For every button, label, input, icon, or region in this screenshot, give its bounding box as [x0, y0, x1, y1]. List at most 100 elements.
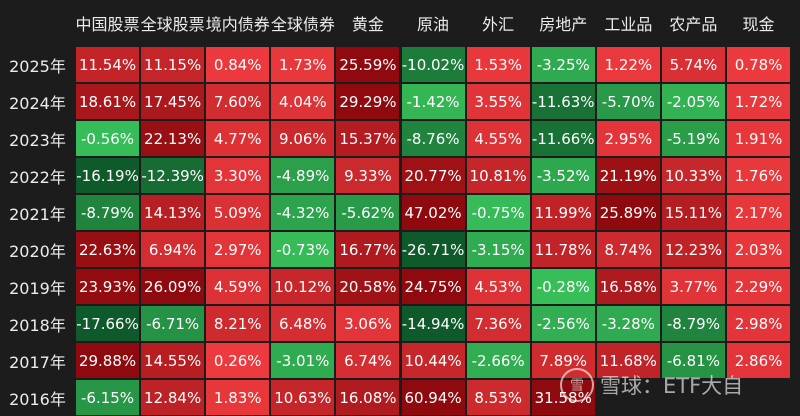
data-cell: -5.62%: [336, 195, 400, 230]
data-cell: 8.53%: [466, 380, 530, 415]
column-header: 房地产: [539, 15, 588, 34]
data-cell: -3.01%: [271, 343, 335, 378]
watermark-text: 雪球：ETF大自: [600, 374, 744, 398]
data-cell: 3.30%: [206, 158, 270, 193]
data-cell: 0.26%: [206, 343, 270, 378]
data-cell: -5.19%: [661, 121, 725, 156]
snowball-logo-icon: 雪: [560, 368, 594, 402]
data-cell: 3.77%: [661, 269, 725, 304]
data-cell: -6.15%: [76, 380, 140, 415]
row-label: 2016年: [9, 389, 66, 409]
data-cell: 2.95%: [596, 121, 660, 156]
data-cell: 1.22%: [596, 47, 660, 82]
data-cell: 2.86%: [727, 343, 791, 378]
data-cell: 25.89%: [596, 195, 660, 230]
data-cell: 2.97%: [206, 232, 270, 267]
row-label: 2025年: [9, 56, 66, 76]
data-cell: 6.48%: [271, 306, 335, 341]
data-cell: 6.74%: [336, 343, 400, 378]
row-label: 2023年: [9, 130, 66, 150]
data-cell: 11.68%: [596, 343, 660, 378]
data-cell: 16.08%: [336, 380, 400, 415]
data-cell: 12.84%: [141, 380, 205, 415]
data-cell: -0.28%: [531, 269, 595, 304]
data-cell: 1.83%: [206, 380, 270, 415]
data-cell: 16.77%: [336, 232, 400, 267]
row-label: 2021年: [9, 204, 66, 224]
data-cell: 22.63%: [76, 232, 140, 267]
data-cell: 7.60%: [206, 84, 270, 119]
data-cell: 10.12%: [271, 269, 335, 304]
watermark: 雪 雪球：ETF大自: [560, 368, 743, 402]
data-cell: -3.25%: [531, 47, 595, 82]
data-cell: -1.42%: [401, 84, 465, 119]
data-cell: 2.98%: [727, 306, 791, 341]
data-cell: 4.59%: [206, 269, 270, 304]
data-cell: 17.45%: [141, 84, 205, 119]
column-header: 全球债券: [270, 15, 335, 34]
data-cell: 1.73%: [271, 47, 335, 82]
data-cell: -5.70%: [596, 84, 660, 119]
data-cell: 22.13%: [141, 121, 205, 156]
data-cell: 12.23%: [661, 232, 725, 267]
data-cell: 25.59%: [336, 47, 400, 82]
data-cell: 4.53%: [466, 269, 530, 304]
data-cell: 20.77%: [401, 158, 465, 193]
column-header: 外汇: [482, 15, 515, 34]
data-cell: -4.89%: [271, 158, 335, 193]
data-cell: 26.09%: [141, 269, 205, 304]
data-cell: -12.39%: [141, 158, 205, 193]
data-cell: 7.36%: [466, 306, 530, 341]
data-cell: 10.33%: [661, 158, 725, 193]
data-cell: 16.58%: [596, 269, 660, 304]
data-cell: 9.33%: [336, 158, 400, 193]
data-cell: 1.53%: [466, 47, 530, 82]
data-cell: 11.78%: [531, 232, 595, 267]
data-cell: 47.02%: [401, 195, 465, 230]
data-cell: 5.09%: [206, 195, 270, 230]
data-cell: 4.55%: [466, 121, 530, 156]
data-cell: 4.04%: [271, 84, 335, 119]
data-cell: -17.66%: [76, 306, 140, 341]
data-cell: -6.81%: [661, 343, 725, 378]
data-cell: -3.15%: [466, 232, 530, 267]
data-cell: -4.32%: [271, 195, 335, 230]
data-cell: 4.77%: [206, 121, 270, 156]
row-label: 2024年: [9, 93, 66, 113]
data-cell: 23.93%: [76, 269, 140, 304]
row-label: 2022年: [9, 167, 66, 187]
data-cell: 6.94%: [141, 232, 205, 267]
data-cell: 0.78%: [727, 47, 791, 82]
data-cell: -0.56%: [76, 121, 140, 156]
data-cell: 29.88%: [76, 343, 140, 378]
data-cell: 2.03%: [727, 232, 791, 267]
data-cell: 11.99%: [531, 195, 595, 230]
data-cell: -26.71%: [401, 232, 465, 267]
data-cell: -2.56%: [531, 306, 595, 341]
data-cell: 20.58%: [336, 269, 400, 304]
data-cell: 14.13%: [141, 195, 205, 230]
data-cell: 8.74%: [596, 232, 660, 267]
data-cell: -3.28%: [596, 306, 660, 341]
data-cell: 60.94%: [401, 380, 465, 415]
data-cell: 24.75%: [401, 269, 465, 304]
data-cell: 15.37%: [336, 121, 400, 156]
column-header: 工业品: [604, 15, 653, 34]
row-label: 2019年: [9, 278, 66, 298]
column-header: 现金: [742, 15, 775, 34]
data-cell: 7.89%: [531, 343, 595, 378]
data-cell: 2.17%: [727, 195, 791, 230]
data-cell: -0.73%: [271, 232, 335, 267]
data-cell: 29.29%: [336, 84, 400, 119]
data-cell: 1.72%: [727, 84, 791, 119]
data-cell: -6.71%: [141, 306, 205, 341]
data-cell: 0.84%: [206, 47, 270, 82]
data-cell: 5.74%: [661, 47, 725, 82]
data-cell: 9.06%: [271, 121, 335, 156]
column-header: 中国股票: [75, 15, 140, 34]
data-cell: 15.11%: [661, 195, 725, 230]
data-cell: 14.55%: [141, 343, 205, 378]
column-header: 原油: [417, 15, 450, 34]
data-cell: -8.76%: [401, 121, 465, 156]
data-cell: 1.91%: [727, 121, 791, 156]
